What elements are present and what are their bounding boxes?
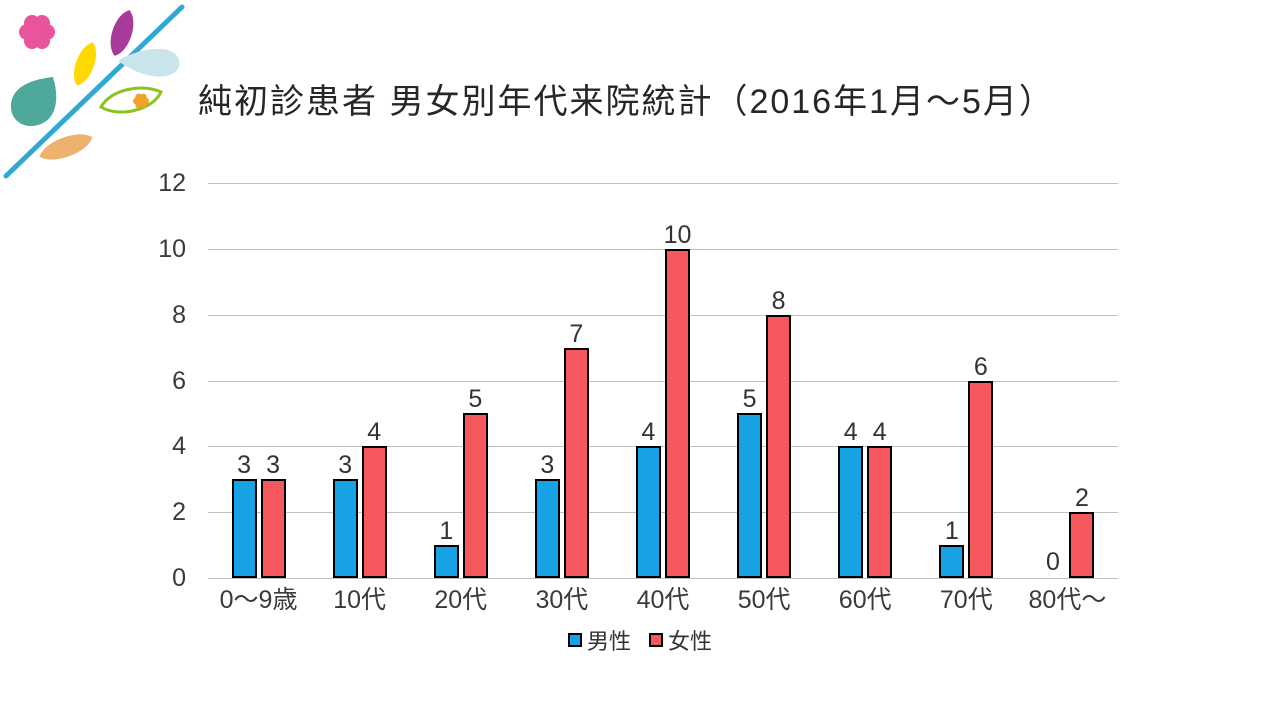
x-axis-tick-label: 20代 — [434, 586, 488, 614]
gridline — [208, 446, 1118, 448]
bar-value-label: 1 — [944, 517, 959, 546]
x-axis-tick-label: 70代 — [939, 586, 993, 614]
bar-value-label: 4 — [641, 418, 656, 447]
bar-value-label: 3 — [338, 451, 353, 480]
bar-value-label: 10 — [663, 220, 692, 249]
bar-value-label: 3 — [237, 451, 251, 480]
logo-tan-leaf-icon — [39, 134, 93, 160]
gridline — [208, 314, 1118, 316]
gridline — [208, 380, 1118, 382]
legend: 男性 女性 — [0, 624, 1280, 656]
plot-area: 3 3 0～9歳 3 4 10代 1 5 20代 3 7 30代 4 10 40代 5 8 50代 4 4 60代 1 6 7… — [208, 183, 1118, 613]
bar-series-1: 7 — [563, 321, 589, 578]
bar-series-0: 3 — [332, 453, 358, 578]
bar-value-label: 8 — [771, 286, 786, 315]
y-axis-tick-label: 4 — [172, 432, 186, 461]
bar-value-label: 3 — [540, 451, 555, 480]
gridlines — [208, 183, 1118, 579]
logo-floral-decoration — [3, 4, 185, 179]
bar-value-label: 0 — [1045, 548, 1060, 576]
bar-group: 4 10 40代 — [612, 183, 713, 613]
gridline — [208, 248, 1118, 250]
logo-yellow-leaf-icon — [74, 42, 96, 86]
bar-series-1: 2 — [1069, 486, 1095, 578]
bar-series-0: 4 — [635, 420, 661, 578]
x-axis-tick-label: 50代 — [737, 586, 791, 614]
chart-title: 純初診患者 男女別年代来院統計（2016年1月～5月） — [198, 83, 1055, 121]
bar-series-0: 3 — [534, 453, 560, 578]
bar-series-1: 10 — [664, 222, 691, 578]
gridline — [208, 183, 1118, 184]
bar-value-label: 6 — [973, 352, 988, 381]
legend-swatch-icon — [649, 633, 663, 647]
bar-series-1: 8 — [766, 288, 792, 578]
y-axis-tick-label: 8 — [172, 300, 186, 329]
bar-series-0: 4 — [838, 420, 864, 578]
bar-group: 1 5 20代 — [410, 183, 511, 613]
bar-group: 1 6 70代 — [916, 183, 1017, 613]
y-axis-tick-label: 12 — [158, 169, 186, 197]
bar-value-label: 4 — [367, 418, 382, 447]
bar-value-label: 3 — [266, 451, 280, 480]
bar-series-1: 4 — [867, 420, 893, 578]
bar-group: 5 8 50代 — [714, 183, 815, 613]
bar-series-1: 5 — [462, 387, 488, 578]
bar-series-0: 1 — [433, 519, 459, 578]
logo-pale-blue-droplet-icon — [118, 48, 180, 77]
bar-value-label: 7 — [569, 319, 584, 348]
x-axis-tick-label: 60代 — [838, 586, 892, 614]
logo-orange-flower-icon — [133, 93, 149, 109]
bar-series-0: 1 — [939, 519, 965, 578]
bar-series-1: 4 — [361, 420, 387, 578]
bar-series-1: 3 — [260, 453, 286, 578]
bar-series-1: 6 — [968, 354, 994, 578]
bar-value-label: 5 — [468, 385, 483, 414]
bar-value-label: 4 — [872, 418, 887, 447]
y-axis-tick-label: 0 — [172, 564, 186, 592]
bar-series-0: 3 — [231, 453, 257, 578]
bar-series-0: 5 — [737, 387, 763, 578]
bar-value-label: 5 — [742, 385, 757, 414]
legend-item: 女性 — [649, 624, 712, 656]
x-axis-tick-label: 80代～ — [1028, 586, 1107, 614]
gridline — [208, 578, 1118, 579]
logo-pink-flower-icon — [19, 15, 55, 49]
x-axis-tick-label: 30代 — [535, 586, 589, 614]
bar-group: 3 7 30代 — [511, 183, 612, 613]
y-axis-tick-label: 10 — [158, 234, 186, 263]
bar-group: 3 4 10代 — [309, 183, 410, 613]
bar-value-label: 4 — [843, 418, 858, 447]
bar-value-label: 1 — [439, 517, 454, 546]
legend-label: 女性 — [668, 629, 713, 654]
legend-item: 男性 — [567, 624, 631, 656]
x-axis-tick-label: 40代 — [636, 586, 690, 614]
logo-green-leaf-outline-icon — [99, 86, 163, 114]
x-axis-tick-label: 10代 — [333, 586, 387, 614]
legend-swatch-icon — [567, 633, 582, 647]
logo-teal-droplet-icon — [10, 77, 57, 127]
logo-magenta-leaf-icon — [110, 10, 134, 56]
y-axis-tick-label: 2 — [172, 498, 186, 527]
y-axis-tick-label: 6 — [172, 366, 186, 395]
bar-group: 0 2 80代～ — [1017, 183, 1118, 613]
bar-group: 4 4 60代 — [815, 183, 916, 613]
bar-group: 3 3 0～9歳 — [208, 183, 309, 613]
logo-stem-line-icon — [3, 4, 185, 179]
gridline — [208, 512, 1118, 514]
y-axis: 0 2 4 6 8 10 12 — [140, 171, 196, 591]
legend-label: 男性 — [586, 629, 631, 654]
x-axis-tick-label: 0～9歳 — [219, 586, 298, 614]
bar-groups: 3 3 0～9歳 3 4 10代 1 5 20代 3 7 30代 4 10 40代 5 8 50代 4 4 60代 1 6 7… — [208, 183, 1118, 613]
bar-value-label: 2 — [1074, 484, 1089, 513]
